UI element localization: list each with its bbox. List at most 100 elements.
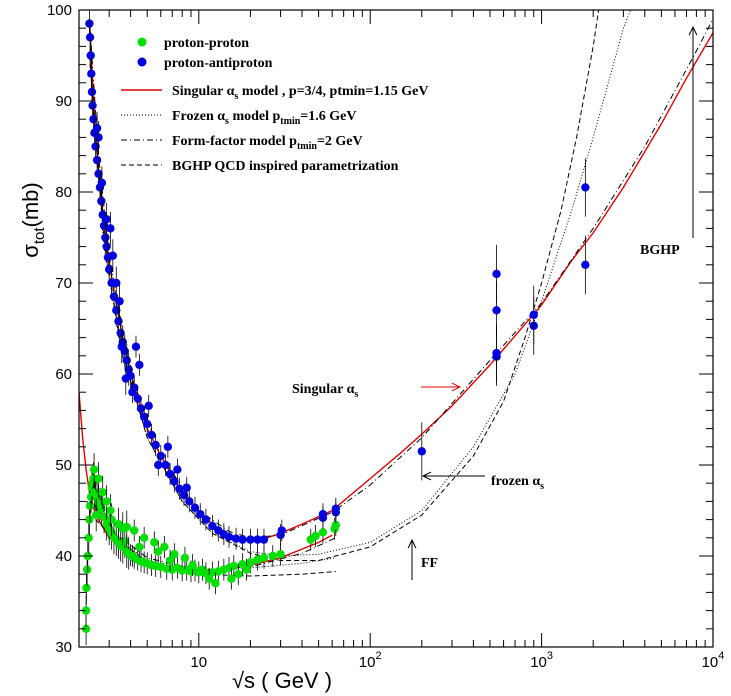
legend-label-subscript: tmin <box>297 141 317 152</box>
pp-point <box>165 556 175 565</box>
legend-label-text: BGHP QCD inspired parametrization <box>172 159 399 174</box>
y-axis-label-subscript: tot <box>31 227 48 245</box>
ppbar-point <box>92 155 102 165</box>
y-tick-label: 100 <box>47 2 72 19</box>
x-tick-base: 10 <box>530 654 547 671</box>
ppbar-point <box>112 278 121 288</box>
ppbar-point <box>529 310 538 320</box>
legend-label-text: Singular α <box>172 84 235 99</box>
x-tick-base: 10 <box>190 654 207 671</box>
ppbar-point <box>122 356 131 365</box>
ppbar-point <box>86 51 95 60</box>
pp-point <box>97 504 106 513</box>
y-axis-label-symbol: σ <box>18 244 43 258</box>
annotation-text: frozen α <box>491 474 540 489</box>
ppbar-point <box>91 142 100 151</box>
pp-point <box>85 501 95 511</box>
ppbar-point <box>581 260 590 269</box>
pp-point <box>242 565 251 574</box>
legend-label-rest-2: =1.6 GeV <box>300 109 356 124</box>
ppbar-point <box>175 484 184 493</box>
ppbar-point <box>89 115 98 124</box>
ppbar-point <box>165 469 175 479</box>
annotation-arrowhead-ff <box>407 538 417 549</box>
pp-point <box>311 531 320 541</box>
pp-point <box>318 528 328 537</box>
ppbar-point <box>87 69 96 78</box>
pp-point <box>150 538 159 547</box>
plot-border <box>78 9 714 648</box>
annotation-label-bghp: BGHP <box>640 243 680 258</box>
pp-point <box>188 560 197 570</box>
pp-point <box>331 520 341 530</box>
y-tick-label: 40 <box>55 548 72 565</box>
ppbar-point <box>104 265 114 274</box>
x-tick-label: 102 <box>359 650 382 671</box>
ppbar-point <box>131 342 141 351</box>
pp-point <box>82 583 91 593</box>
pp-point <box>99 512 109 522</box>
legend-label-subscript: s <box>234 91 238 102</box>
data-points <box>81 10 590 646</box>
x-tick-base: 10 <box>359 654 376 671</box>
legend: proton-proton proton-antiproton Singular α… <box>121 36 429 174</box>
ppbar-point <box>173 465 182 474</box>
pp-point <box>106 506 115 515</box>
ppbar-point <box>318 509 328 519</box>
annotation-arrowhead-bghp <box>688 25 698 36</box>
annotation-text: Singular α <box>292 382 355 397</box>
annotation-label-frozen: frozen αs <box>491 474 544 492</box>
ppbar-point <box>85 19 94 28</box>
ppbar-point <box>163 442 173 451</box>
ppbar-point <box>492 348 501 358</box>
pp-point <box>128 551 137 561</box>
ppbar-point <box>97 196 106 206</box>
pp-point <box>82 565 92 574</box>
legend-label-frozen: Frozen αs model ptmin=1.6 GeV <box>172 109 357 127</box>
pp-point <box>92 510 101 520</box>
plot-frame <box>78 9 714 648</box>
legend-label-rest: model p <box>229 109 281 124</box>
ppbar-point <box>331 504 341 513</box>
legend-label-rest: =2 GeV <box>317 134 363 149</box>
ppbar-point <box>108 251 118 260</box>
pp-point <box>205 574 214 583</box>
pp-point <box>118 524 127 533</box>
legend-marker-pp <box>137 37 147 47</box>
pp-point <box>180 553 190 563</box>
ppbar-point <box>144 401 153 411</box>
pp-point <box>246 558 255 567</box>
ppbar-point <box>139 412 149 421</box>
ppbar-point <box>196 509 205 519</box>
pp-point <box>276 549 285 559</box>
ppbar-point <box>492 306 501 315</box>
ppbar-point <box>201 515 211 524</box>
legend-label-text: proton-antiproton <box>164 56 273 71</box>
y-tick-label: 70 <box>55 275 72 292</box>
ppbar-point <box>121 374 130 383</box>
legend-label-singular: Singular αs model , p=3/4, ptmin=1.15 Ge… <box>172 84 429 102</box>
y-tick-label: 50 <box>55 457 72 474</box>
pp-point <box>98 488 107 497</box>
ppbar-point <box>92 124 102 133</box>
legend-label-text: proton-proton <box>164 36 249 51</box>
ppbar-point <box>253 535 262 544</box>
legend-label-text: Frozen α <box>172 109 225 124</box>
ppbar-point <box>185 497 194 506</box>
ppbar-point <box>85 33 95 42</box>
ppbar-point <box>581 183 590 192</box>
annotation-subscript: s <box>540 481 544 492</box>
pp-point <box>234 570 243 579</box>
annotation-arrowhead-frozen <box>421 471 432 481</box>
pp-point <box>229 561 238 571</box>
ppbar-point <box>154 460 163 470</box>
pp-point <box>211 579 220 588</box>
pp-point <box>139 533 149 542</box>
ppbar-point <box>238 535 247 544</box>
x-tick-exponent: 4 <box>718 650 724 662</box>
legend-label-subscript-2: tmin <box>280 116 300 127</box>
ppbar-point <box>135 360 144 370</box>
x-tick-base: 10 <box>702 654 719 671</box>
